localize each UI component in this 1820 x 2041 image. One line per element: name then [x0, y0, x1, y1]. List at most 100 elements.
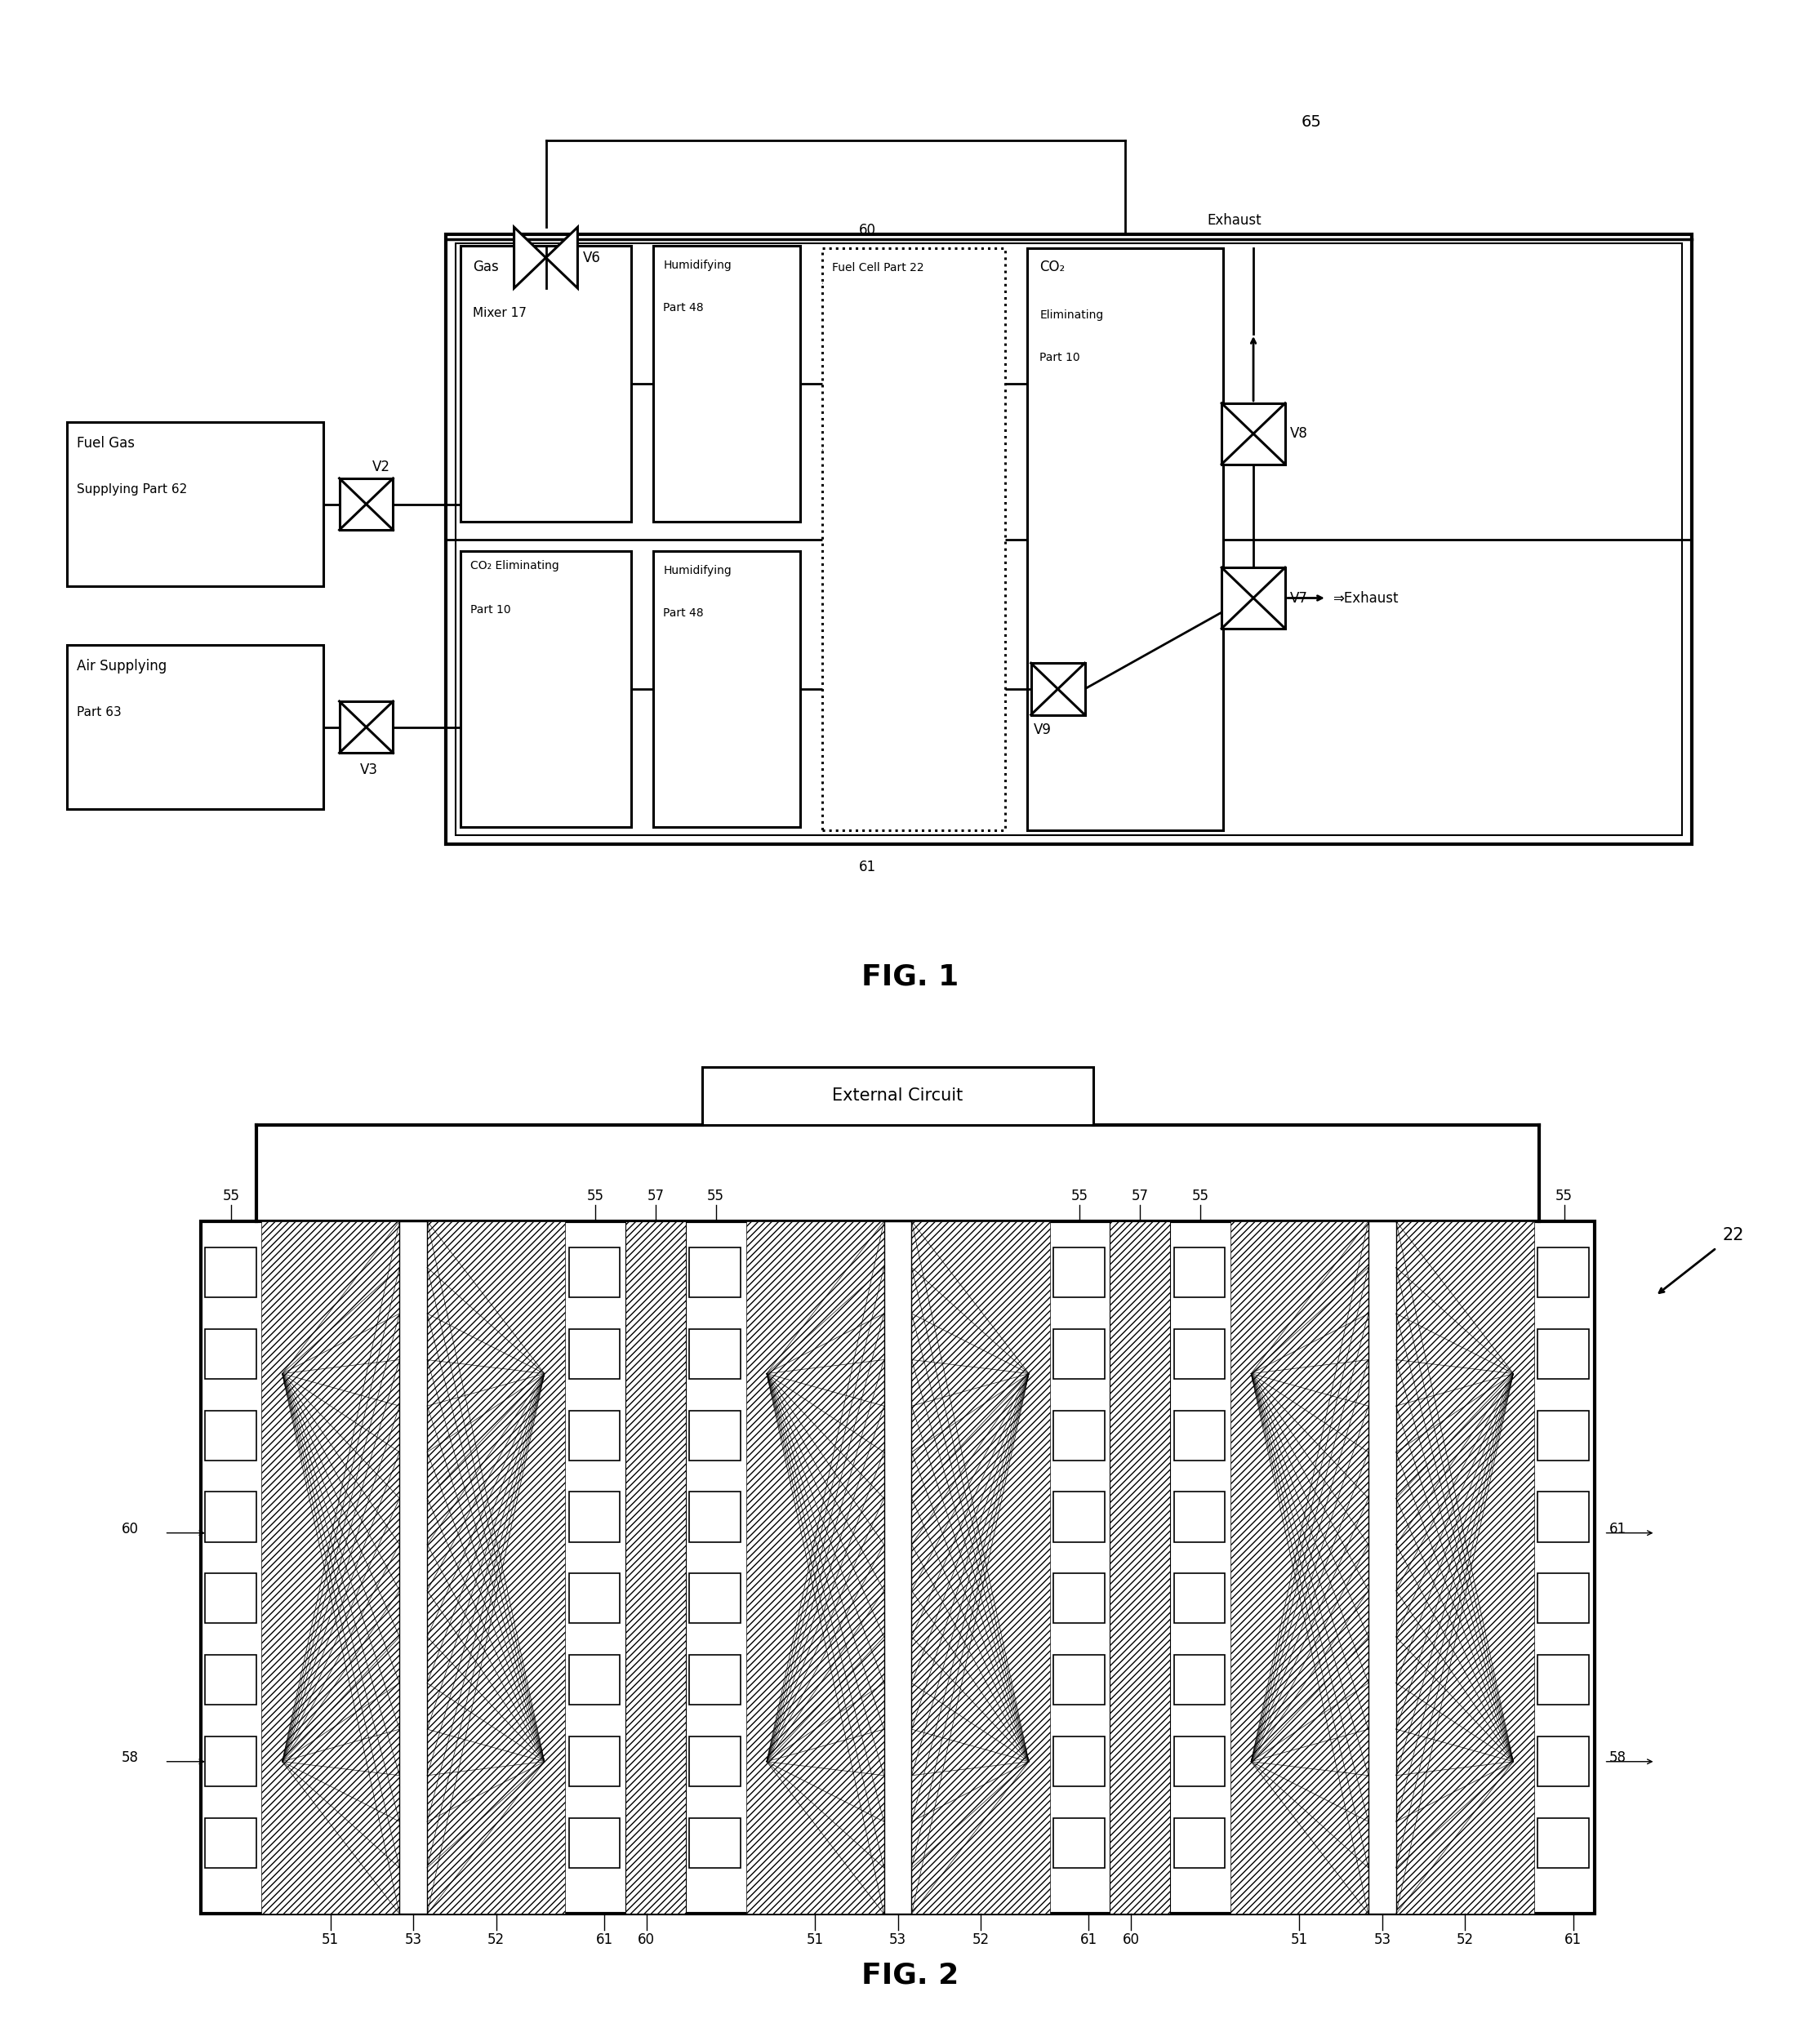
- Text: 61: 61: [1565, 1933, 1582, 1947]
- Bar: [570, 1247, 621, 1298]
- Bar: [1054, 1492, 1105, 1541]
- Text: 52: 52: [488, 1933, 504, 1947]
- Text: Eliminating: Eliminating: [1039, 310, 1103, 320]
- Text: 55: 55: [222, 1188, 240, 1202]
- Text: Fuel Cell Part 22: Fuel Cell Part 22: [832, 263, 925, 273]
- Text: 58: 58: [1609, 1751, 1625, 1765]
- Bar: [912, 1221, 1050, 1914]
- Text: V9: V9: [1034, 723, 1052, 737]
- Bar: [1230, 1221, 1369, 1914]
- Text: Part 48: Part 48: [662, 302, 704, 314]
- Bar: [206, 1492, 257, 1541]
- Text: 60: 60: [859, 222, 875, 237]
- Text: V3: V3: [360, 763, 379, 778]
- Bar: [1030, 663, 1085, 714]
- Bar: [202, 1221, 1594, 1914]
- Text: 55: 55: [708, 1188, 724, 1202]
- Bar: [1369, 1221, 1396, 1914]
- Bar: [1054, 1655, 1105, 1704]
- Bar: [653, 245, 801, 522]
- Bar: [703, 1067, 1094, 1125]
- Bar: [690, 1819, 741, 1868]
- Bar: [1174, 1329, 1225, 1380]
- Polygon shape: [546, 227, 577, 288]
- Text: Humidifying: Humidifying: [662, 259, 732, 271]
- Bar: [206, 1329, 257, 1380]
- Bar: [1174, 1410, 1225, 1461]
- Bar: [1538, 1329, 1589, 1380]
- Bar: [460, 245, 632, 522]
- Bar: [428, 1221, 566, 1914]
- Bar: [206, 1737, 257, 1786]
- Bar: [690, 1737, 741, 1786]
- Bar: [570, 1737, 621, 1786]
- Bar: [1538, 1737, 1589, 1786]
- Bar: [1110, 1221, 1170, 1914]
- Text: Mixer 17: Mixer 17: [473, 306, 526, 318]
- Bar: [206, 1574, 257, 1623]
- Text: 60: 60: [639, 1933, 655, 1947]
- Bar: [1174, 1737, 1225, 1786]
- Bar: [339, 478, 393, 531]
- Bar: [67, 422, 324, 586]
- Bar: [823, 249, 1005, 831]
- Text: 61: 61: [1081, 1933, 1097, 1947]
- Bar: [1054, 1410, 1105, 1461]
- Text: V6: V6: [582, 251, 601, 265]
- Bar: [690, 1247, 741, 1298]
- Bar: [1221, 404, 1285, 463]
- Bar: [570, 1655, 621, 1704]
- Text: 55: 55: [1556, 1188, 1572, 1202]
- Text: V7: V7: [1290, 590, 1309, 606]
- Text: Gas: Gas: [473, 259, 499, 276]
- Bar: [1174, 1574, 1225, 1623]
- Bar: [206, 1655, 257, 1704]
- Bar: [1054, 1329, 1105, 1380]
- Text: 61: 61: [1609, 1521, 1627, 1537]
- Text: Air Supplying: Air Supplying: [76, 659, 167, 674]
- Text: 53: 53: [890, 1933, 906, 1947]
- Bar: [1054, 1574, 1105, 1623]
- Text: FIG. 1: FIG. 1: [861, 963, 959, 992]
- Bar: [690, 1329, 741, 1380]
- Bar: [446, 235, 1693, 845]
- Bar: [653, 551, 801, 827]
- Bar: [460, 551, 632, 827]
- Bar: [1054, 1247, 1105, 1298]
- Text: Fuel Gas: Fuel Gas: [76, 437, 135, 451]
- Bar: [400, 1221, 428, 1914]
- Bar: [690, 1410, 741, 1461]
- Text: 51: 51: [806, 1933, 824, 1947]
- Bar: [1054, 1737, 1105, 1786]
- Text: 53: 53: [404, 1933, 422, 1947]
- Bar: [1538, 1247, 1589, 1298]
- Text: 57: 57: [1132, 1188, 1148, 1202]
- Text: 61: 61: [859, 859, 875, 876]
- Bar: [339, 702, 393, 753]
- Text: 51: 51: [1290, 1933, 1309, 1947]
- Text: 60: 60: [1123, 1933, 1139, 1947]
- Text: CO₂: CO₂: [1039, 259, 1065, 276]
- Bar: [206, 1819, 257, 1868]
- Text: 22: 22: [1722, 1227, 1744, 1243]
- Text: CO₂ Eliminating: CO₂ Eliminating: [470, 561, 559, 571]
- Text: V8: V8: [1290, 427, 1309, 441]
- Bar: [1538, 1655, 1589, 1704]
- Text: Humidifying: Humidifying: [662, 565, 732, 576]
- Text: 57: 57: [646, 1188, 664, 1202]
- Bar: [570, 1574, 621, 1623]
- Text: 51: 51: [322, 1933, 339, 1947]
- Bar: [570, 1819, 621, 1868]
- Bar: [1174, 1655, 1225, 1704]
- Bar: [690, 1574, 741, 1623]
- Text: ⇒Exhaust: ⇒Exhaust: [1332, 590, 1398, 606]
- Bar: [67, 645, 324, 808]
- Polygon shape: [513, 227, 546, 288]
- Bar: [1174, 1492, 1225, 1541]
- Text: 61: 61: [595, 1933, 613, 1947]
- Text: 52: 52: [1456, 1933, 1474, 1947]
- Bar: [1538, 1819, 1589, 1868]
- Text: 65: 65: [1301, 114, 1321, 129]
- Bar: [206, 1410, 257, 1461]
- Bar: [570, 1492, 621, 1541]
